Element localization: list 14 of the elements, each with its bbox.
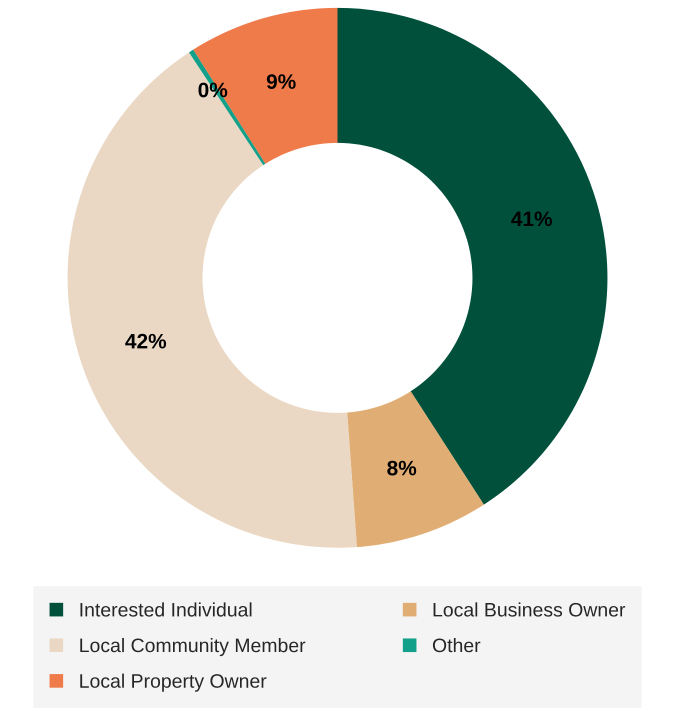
legend-label: Other (432, 638, 480, 652)
donut-slice (68, 52, 357, 548)
data-label: 41% (511, 211, 552, 226)
data-label: 9% (266, 74, 296, 89)
donut-slice (193, 8, 338, 164)
data-label: 8% (387, 460, 416, 476)
legend-label: Interested Individual (80, 602, 252, 617)
legend-label: Local Business Owner (434, 602, 626, 617)
data-label: 42% (125, 334, 166, 348)
legend-label: Local Community Member (80, 638, 306, 656)
donut-slice (338, 8, 608, 505)
donut-slice (188, 50, 266, 166)
legend-label: Local Property Owner (80, 674, 266, 692)
donut-slice (347, 391, 484, 548)
